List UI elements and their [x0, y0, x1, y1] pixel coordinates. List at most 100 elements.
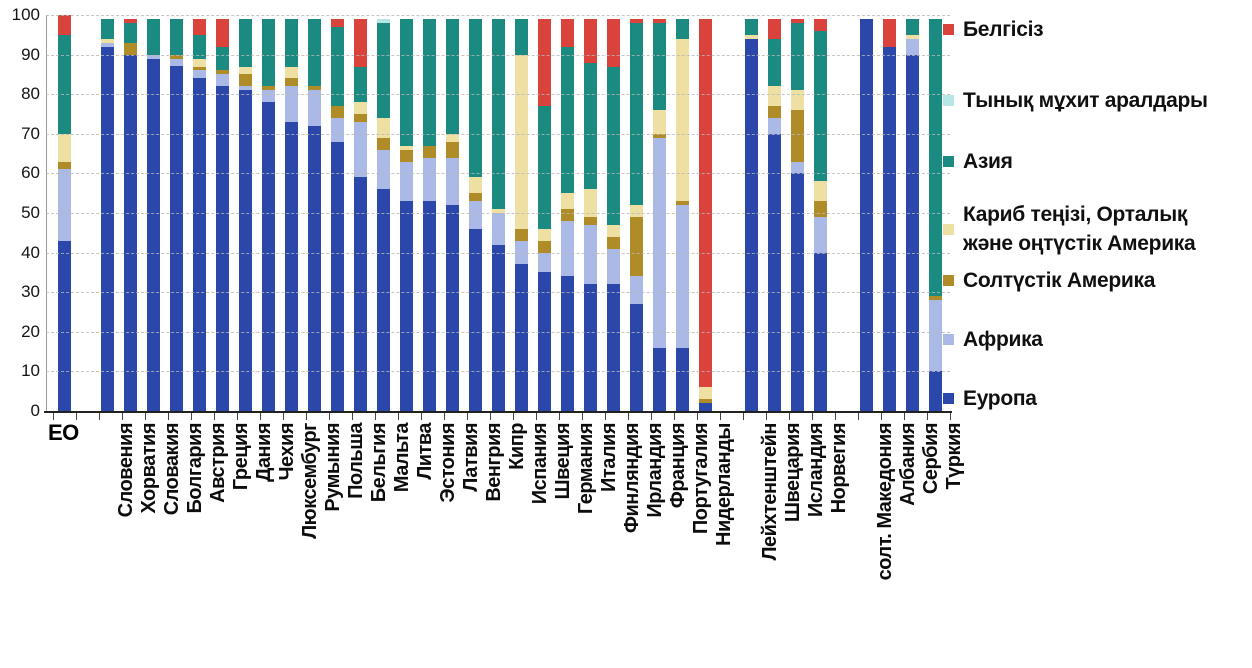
bar-segment-Азия: [262, 18, 275, 87]
x-axis-tick: [190, 413, 192, 420]
bar-segment-Африка: [906, 38, 919, 55]
bar-segment-Белгісіз: [331, 19, 344, 27]
bar-segment-Азия: [906, 19, 919, 35]
bar-Словения: [101, 18, 114, 411]
bar-segment-Африка: [469, 201, 482, 229]
bar-segment-Кариб теңізі, Орталық және оңтүстік Америка: [607, 224, 620, 237]
bar-segment-Солтүстік Америка: [607, 236, 620, 249]
bar-Дания: [239, 19, 252, 411]
bar-segment-Азия: [814, 30, 827, 182]
bar-Бельгия: [354, 19, 367, 411]
bar-segment-Еуропа: [561, 276, 574, 411]
bar-segment-Еуропа: [262, 102, 275, 411]
bar-segment-Азия: [492, 18, 505, 210]
bar-segment-Кариб теңізі, Орталық және оңтүстік Америка: [745, 34, 758, 39]
bar-Польша: [331, 19, 344, 411]
bar-Лейхтенштейн: [745, 18, 758, 411]
legend-item-Кариб теңізі, Орталық және оңтүстік Америка: Кариб теңізі, Орталық және оңтүстік Амер…: [943, 200, 1196, 258]
bar-Австрия: [193, 19, 206, 411]
bar-segment-Африка: [561, 220, 574, 277]
y-axis-tick-label: 80: [21, 84, 40, 104]
bar-segment-Еуропа: [147, 58, 160, 411]
bar-segment-Еуропа: [883, 46, 896, 411]
bar-segment-Белгісіз: [216, 18, 229, 47]
x-axis-tick: [558, 413, 560, 420]
x-axis-tick: [604, 413, 606, 420]
x-axis-tick: [880, 413, 882, 420]
bar-segment-Еуропа: [308, 125, 321, 411]
x-axis-tick: [489, 413, 491, 420]
x-axis-label-Түркия: Түркия: [942, 423, 965, 490]
bar-segment-Белгісіз: [354, 19, 367, 67]
x-axis-tick: [650, 413, 652, 420]
bar-segment-Кариб теңізі, Орталық және оңтүстік Америка: [239, 66, 252, 75]
x-axis-tick: [282, 413, 284, 420]
bar-segment-Солтүстік Америка: [400, 149, 413, 162]
bar-segment-Еуропа: [446, 205, 459, 411]
bar-segment-Азия: [745, 18, 758, 35]
bar-segment-Кариб теңізі, Орталық және оңтүстік Америка: [653, 110, 666, 134]
legend-label: Азия: [963, 150, 1013, 173]
bar-segment-Африка: [147, 54, 160, 59]
bar-segment-Солтүстік Америка: [354, 114, 367, 122]
legend-swatch-icon: [943, 95, 954, 106]
bar-segment-Африка: [193, 70, 206, 79]
bar-segment-Африка: [331, 117, 344, 142]
legend-label: Тынық мұхит аралдары: [963, 89, 1208, 112]
bar-segment-Азия: [216, 46, 229, 71]
bar-segment-Белгісіз: [124, 18, 137, 23]
x-axis-line: [44, 411, 952, 413]
x-axis-tick: [857, 413, 859, 420]
legend-swatch-icon: [943, 223, 954, 235]
bar-segment-Африка: [354, 121, 367, 178]
x-axis-label-Австрия: Австрия: [206, 423, 229, 503]
bar-Нидерланды: [699, 19, 712, 411]
bar-segment-Африка: [492, 213, 505, 245]
x-axis-label-Чехия: Чехия: [275, 423, 298, 481]
legend-swatch-icon: [943, 156, 954, 167]
legend-label: Солтүстік Америка: [963, 269, 1156, 292]
bar-segment-Еуропа: [676, 347, 689, 411]
x-axis-label-Кипр: Кипр: [505, 423, 528, 470]
bar-segment-Солтүстік Америка: [929, 296, 942, 301]
bar-ЕО: [57, 15, 71, 411]
bar-segment-Африка: [400, 161, 413, 202]
legend-label: Африка: [963, 328, 1043, 351]
bar-Испания: [515, 19, 528, 411]
x-axis-tick: [512, 413, 514, 420]
bar-segment-Африка: [607, 248, 620, 285]
x-axis-label-Болгария: Болгария: [183, 423, 206, 514]
x-axis-label-Германия: Германия: [574, 423, 597, 515]
bar-segment-Кариб теңізі, Орталық және оңтүстік Америка: [906, 34, 919, 39]
bar-segment-Азия: [400, 18, 413, 146]
x-axis-label-Эстония: Эстония: [436, 423, 459, 503]
bar-Швеция: [538, 19, 551, 411]
bar-солт. Македония: [860, 18, 873, 411]
bar-segment-Кариб теңізі, Орталық және оңтүстік Америка: [630, 205, 643, 217]
legend-swatch-icon: [943, 275, 954, 286]
bar-Франция: [653, 19, 666, 411]
x-axis-tick: [788, 413, 790, 420]
x-axis-tick: [328, 413, 330, 420]
bar-segment-Кариб теңізі, Орталық және оңтүстік Америка: [193, 58, 206, 67]
x-axis-label-Люксембург: Люксембург: [298, 423, 321, 539]
legend-swatch-icon: [943, 393, 954, 404]
x-axis-tick: [52, 413, 54, 420]
bar-segment-Белгісіз: [630, 19, 643, 23]
x-axis-tick: [742, 413, 744, 420]
x-axis-label-Хорватия: Хорватия: [137, 423, 160, 514]
bar-segment-Еуропа: [377, 189, 390, 411]
legend-label: Кариб теңізі, Орталық және оңтүстік Амер…: [963, 203, 1196, 255]
bar-segment-Азия: [377, 22, 390, 118]
bar-segment-Еуропа: [400, 201, 413, 411]
bar-segment-Кариб теңізі, Орталық және оңтүстік Америка: [446, 133, 459, 142]
bar-segment-Кариб теңізі, Орталық және оңтүстік Америка: [101, 38, 114, 43]
bar-segment-Белгісіз: [653, 19, 666, 23]
x-axis-label-ЕО: ЕО: [48, 420, 79, 445]
bar-segment-Африка: [57, 169, 71, 241]
bar-segment-Африка: [308, 90, 321, 126]
bar-segment-Кариб теңізі, Орталық және оңтүстік Америка: [515, 54, 528, 229]
x-axis-tick: [420, 413, 422, 420]
x-axis-tick: [466, 413, 468, 420]
